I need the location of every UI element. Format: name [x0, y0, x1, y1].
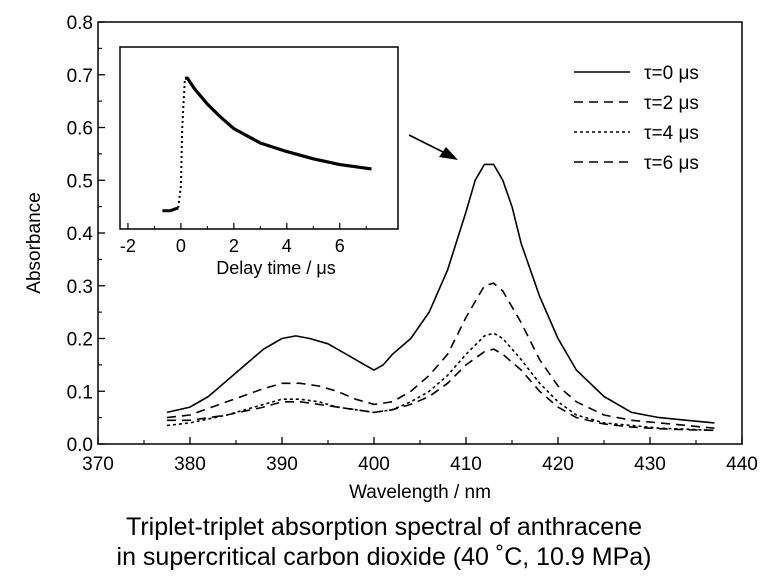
peak-arrow: [408, 134, 458, 160]
x-tick-label: 440: [726, 454, 758, 475]
series-line-1: [166, 282, 715, 429]
inset-series-group: [162, 76, 372, 213]
y-tick-label: 0.0: [67, 435, 93, 456]
inset-x-axis-label: Delay time / μs: [216, 258, 335, 278]
y-tick-label: 0.5: [67, 171, 93, 192]
x-tick-label: 430: [634, 454, 666, 475]
y-tick-label: 0.8: [67, 13, 93, 34]
legend-label-0: τ=0 μs: [644, 63, 699, 84]
x-tick-label: 380: [174, 454, 206, 475]
x-tick-label: 390: [266, 454, 298, 475]
series-line-3: [167, 348, 715, 432]
x-tick-label: 420: [542, 454, 574, 475]
main-y-axis-label: Absorbance: [24, 192, 45, 293]
legend-label-2: τ=4 μs: [644, 123, 699, 144]
inset-plot-frame: [119, 46, 399, 230]
inset-x-tick-label: 2: [229, 236, 239, 256]
legend-label-1: τ=2 μs: [644, 93, 699, 114]
x-tick-label: 370: [82, 454, 114, 475]
main-x-axis: 370 380 390 400 410 420 430 440: [82, 437, 758, 475]
main-x-axis-label: Wavelength / nm: [349, 482, 491, 503]
inset-chart: -2 0 2 4 6 Delay time / μs: [119, 46, 399, 278]
inset-rise-line: [177, 78, 186, 208]
y-tick-label: 0.7: [67, 66, 93, 87]
series-line-2: [166, 332, 715, 432]
y-tick-label: 0.3: [67, 277, 93, 298]
inset-x-tick-label: 0: [176, 236, 186, 256]
inset-x-tick-label: 4: [282, 236, 292, 256]
inset-decay-line: [184, 76, 372, 171]
legend: τ=0 μs τ=2 μs τ=4 μs τ=6 μs: [574, 63, 699, 174]
main-chart: 370 380 390 400 410 420 430 440 0.00.10.20.30.4…: [24, 13, 758, 503]
main-y-axis: 0.0 0.1 0.2 0.3 0.4 0.5 0.6 0.7 0.8: [67, 13, 105, 456]
inset-pre-trigger-line: [162, 206, 179, 213]
y-tick-label: 0.6: [67, 119, 93, 140]
x-tick-label: 410: [450, 454, 482, 475]
x-tick-label: 400: [358, 454, 390, 475]
y-tick-label: 0.4: [67, 224, 94, 245]
caption-line-1: Triplet-triplet absorption spectral of a…: [125, 513, 642, 541]
inset-x-tick-label: -2: [120, 236, 136, 256]
caption-line-2: in supercritical carbon dioxide (40 ˚C, …: [116, 543, 652, 571]
series-line-0: [166, 163, 715, 424]
inset-x-axis: -2 0 2 4 6: [120, 223, 367, 256]
main-series-group: [166, 163, 715, 432]
y-tick-label: 0.2: [67, 330, 93, 351]
legend-label-3: τ=6 μs: [644, 153, 699, 174]
y-tick-label: 0.1: [67, 382, 93, 403]
inset-x-tick-label: 6: [335, 236, 345, 256]
